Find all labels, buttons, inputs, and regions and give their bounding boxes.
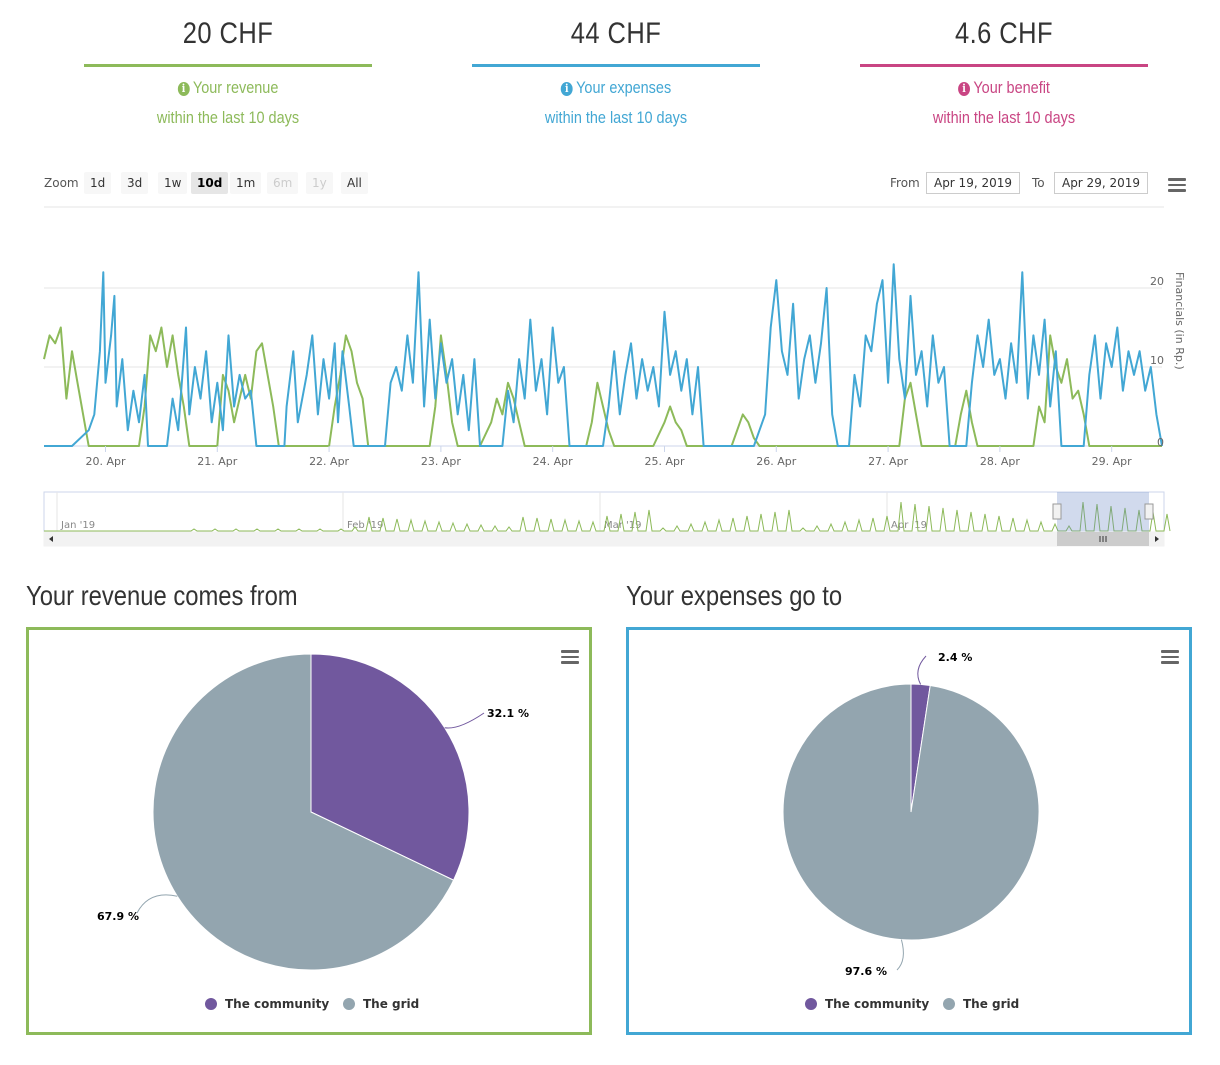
zoom-button-1m[interactable]: 1m — [230, 172, 262, 194]
kpi-revenue-underline — [84, 64, 372, 67]
expenses-pie-title: Your expenses go to — [626, 580, 843, 611]
navigator-series — [44, 501, 1171, 532]
kpi-revenue-label-text: Your revenue — [192, 78, 279, 97]
navigator-tick-label: Jan '19 — [60, 520, 95, 531]
x-tick-label: 27. Apr — [868, 455, 908, 468]
x-tick-label: 22. Apr — [309, 455, 349, 468]
financials-line-chart: 20. Apr 21. Apr 22. Apr 23. Apr 24. Apr 25. A… — [43, 206, 1186, 547]
x-tick-label: 20. Apr — [85, 455, 125, 468]
kpi-expenses-underline — [472, 64, 760, 67]
data-label-connector — [136, 894, 178, 914]
x-tick-label: 29. Apr — [1092, 455, 1132, 468]
y-tick-label: 0 — [1157, 436, 1164, 449]
x-tick-label: 25. Apr — [644, 455, 684, 468]
legend-marker[interactable] — [805, 998, 817, 1010]
expenses-pie-chart: 2.4 % 97.6 % The community The grid — [782, 651, 1040, 1011]
navigator[interactable]: Jan '19 Feb '19 Mar '19 Apr '19 — [43, 491, 1171, 547]
x-tick-label: 28. Apr — [980, 455, 1020, 468]
navigator-tick-label: Apr '19 — [891, 520, 927, 531]
scroll-left-icon[interactable] — [49, 536, 53, 542]
kpi-expenses: 44 CHF i Your expenses within the last 10… — [472, 16, 760, 129]
range-selector: Zoom 1d 3d 1w 10d 1m 6m 1y All From Apr … — [44, 172, 1194, 194]
scroll-right-icon[interactable] — [1155, 536, 1159, 542]
legend-marker[interactable] — [943, 998, 955, 1010]
info-circle-icon[interactable]: i — [958, 82, 970, 96]
data-label-connector — [444, 712, 485, 729]
legend-item-grid[interactable]: The grid — [963, 997, 1019, 1011]
kpi-expenses-label: i Your expenses — [494, 77, 739, 99]
to-label: To — [1032, 176, 1045, 190]
hamburger-menu-icon[interactable] — [561, 650, 579, 664]
kpi-benefit-amount: 4.6 CHF — [955, 17, 1053, 50]
kpi-expenses-amount: 44 CHF — [570, 17, 662, 50]
legend-item-grid[interactable]: The grid — [363, 997, 419, 1011]
info-circle-icon[interactable]: i — [177, 82, 190, 96]
navigator-selected-range[interactable] — [1057, 492, 1149, 532]
hamburger-menu-icon[interactable] — [1161, 650, 1179, 664]
y-tick-label: 10 — [1150, 354, 1164, 367]
x-tick-label: 23. Apr — [421, 455, 461, 468]
legend-marker[interactable] — [343, 998, 355, 1010]
revenue-pie-title: Your revenue comes from — [26, 580, 298, 611]
from-label: From — [890, 176, 920, 190]
data-label-connector — [896, 939, 904, 971]
revenue-pie-chart: 32.1 % 67.9 % The community The grid — [97, 653, 529, 1011]
pie-slice-grid[interactable] — [782, 683, 1040, 941]
kpi-revenue-amount: 20 CHF — [182, 17, 274, 50]
y-tick-label: 20 — [1150, 275, 1164, 288]
navigator-scrollbar-track[interactable] — [43, 531, 1165, 547]
x-tick-label: 24. Apr — [533, 455, 573, 468]
x-tick-label: 26. Apr — [756, 455, 796, 468]
data-label: 2.4 % — [938, 651, 972, 664]
kpi-benefit-label-text: Your benefit — [973, 78, 1050, 97]
zoom-button-1d[interactable]: 1d — [84, 172, 112, 194]
revenue-pie-card: 32.1 % 67.9 % The community The grid — [26, 627, 592, 1035]
navigator-tick-label: Feb '19 — [347, 520, 383, 531]
legend-item-community[interactable]: The community — [225, 997, 329, 1011]
kpi-expenses-period: within the last 10 days — [544, 108, 688, 127]
data-label: 67.9 % — [97, 910, 139, 923]
pie-slice-community[interactable] — [310, 653, 470, 881]
zoom-button-3d[interactable]: 3d — [121, 172, 149, 194]
navigator-frame — [43, 491, 1165, 533]
legend-item-community[interactable]: The community — [825, 997, 929, 1011]
expenses-pie-card: 2.4 % 97.6 % The community The grid — [626, 627, 1192, 1035]
zoom-button-6m: 6m — [267, 172, 299, 194]
to-date-input[interactable]: Apr 29, 2019 — [1054, 172, 1148, 194]
data-label-connector — [917, 655, 927, 685]
kpi-expenses-label-text: Your expenses — [576, 78, 672, 97]
navigator-handle[interactable] — [1144, 503, 1154, 520]
kpi-benefit-underline — [860, 64, 1148, 67]
line-series-0 — [44, 263, 1163, 447]
line-series-1 — [43, 326, 1162, 447]
kpi-benefit-label: i Your benefit — [882, 77, 1127, 99]
kpi-revenue-label: i Your revenue — [106, 77, 351, 99]
info-circle-icon[interactable]: i — [560, 82, 573, 96]
x-tick-label: 21. Apr — [197, 455, 237, 468]
zoom-button-all[interactable]: All — [341, 172, 368, 194]
data-label: 32.1 % — [487, 707, 529, 720]
pie-slice-grid[interactable] — [152, 653, 455, 971]
kpi-revenue: 20 CHF i Your revenue within the last 10 … — [84, 16, 372, 129]
from-date-input[interactable]: Apr 19, 2019 — [926, 172, 1020, 194]
kpi-revenue-period: within the last 10 days — [156, 108, 300, 127]
navigator-handle[interactable] — [1052, 503, 1062, 520]
kpi-benefit: 4.6 CHF i Your benefit within the last 10… — [860, 16, 1148, 129]
zoom-button-1y: 1y — [306, 172, 333, 194]
hamburger-menu-icon[interactable] — [1168, 178, 1186, 192]
kpi-benefit-period: within the last 10 days — [932, 108, 1076, 127]
zoom-button-10d[interactable]: 10d — [191, 172, 229, 194]
legend-marker[interactable] — [205, 998, 217, 1010]
zoom-button-1w[interactable]: 1w — [158, 172, 188, 194]
y-axis-title: Financials (in Rp.) — [1173, 272, 1186, 370]
zoom-label: Zoom — [44, 176, 79, 190]
data-label: 97.6 % — [845, 965, 887, 978]
